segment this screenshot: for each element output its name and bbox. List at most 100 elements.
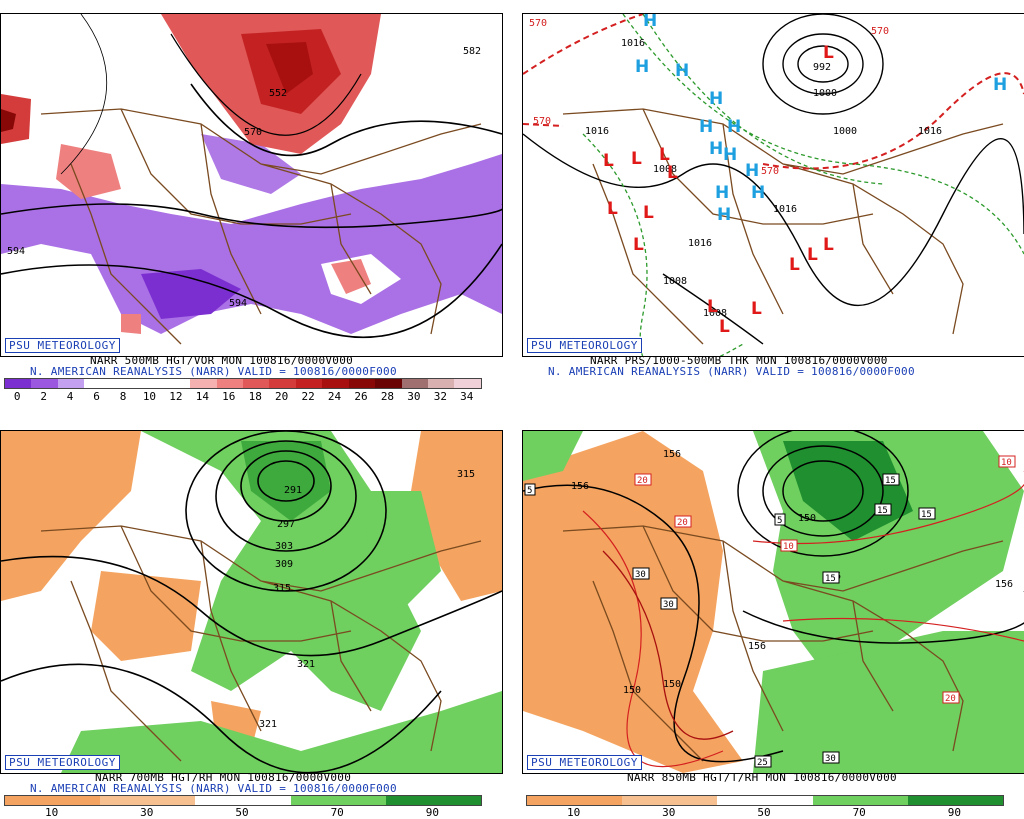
temp-label-box <box>632 567 650 580</box>
scale-swatch <box>216 379 243 388</box>
low-pressure-icon: L <box>719 317 730 337</box>
contour-label: 1016 <box>621 38 645 49</box>
contour-label: 150 <box>663 679 681 690</box>
panel-caption-valid: N. AMERICAN REANALYSIS (NARR) VALID = 10… <box>548 365 915 378</box>
contour-label: 150 <box>623 685 641 696</box>
contour-label: 1008 <box>653 164 677 175</box>
high-pressure-icon: H <box>699 117 713 137</box>
scale-swatch <box>190 379 217 388</box>
low-pressure-icon: L <box>633 235 644 255</box>
scale-label: 70 <box>330 806 344 819</box>
scale-label: 24 <box>327 390 342 403</box>
contour-label: 992 <box>813 62 831 73</box>
high-pressure-icon: H <box>751 183 765 203</box>
temp-label: 5 <box>527 486 532 496</box>
panel-500mb-vorticity: 552 570 582 594 594 PSU METEOROLOGY <box>0 13 503 357</box>
contour-label: 315 <box>273 583 291 594</box>
contour-label: 303 <box>275 541 293 552</box>
contour-label: 570 <box>529 18 547 29</box>
map-850mb: 156 156 150 156 156 150 150 156 52020303… <box>523 431 1024 773</box>
scale-label: 30 <box>662 806 676 819</box>
scale-label: 50 <box>235 806 249 819</box>
contour-label: 570 <box>871 26 889 37</box>
scale-label: 30 <box>140 806 154 819</box>
high-pressure-icon: H <box>717 205 731 225</box>
scale-label: 30 <box>407 390 421 403</box>
temp-label: 30 <box>825 754 836 764</box>
rh-scale-labels: 10 30 50 70 90 <box>526 806 1002 819</box>
map-500mb: 552 570 582 594 594 <box>1 14 502 345</box>
scale-label: 16 <box>222 390 236 403</box>
temp-label-box <box>998 455 1016 468</box>
scale-label: 70 <box>852 806 866 819</box>
scale-label: 28 <box>380 390 395 403</box>
contour-label: 321 <box>259 719 277 730</box>
high-pressure-icon: H <box>675 61 689 81</box>
scale-swatch <box>622 796 718 805</box>
high-pressure-icon: H <box>745 161 759 181</box>
low-pressure-icon: L <box>659 145 670 165</box>
contour-label: 1016 <box>688 238 712 249</box>
rh-color-scale <box>4 795 482 806</box>
low-pressure-icon: L <box>807 245 818 265</box>
contour-label: 297 <box>277 519 295 530</box>
scale-swatch <box>290 796 386 805</box>
scale-swatch <box>717 796 813 805</box>
scale-swatch <box>527 796 623 805</box>
low-pressure-icon: L <box>789 255 800 275</box>
high-pressure-icon: H <box>709 89 723 109</box>
map-pressure: 570 570 570 570 992 1000 1000 1008 1016 … <box>523 14 1024 356</box>
scale-label: 10 <box>566 806 581 819</box>
contour-label: 315 <box>457 469 475 480</box>
scale-label: 8 <box>119 390 127 403</box>
scale-label: 14 <box>195 390 209 403</box>
scale-swatch <box>242 379 270 388</box>
temp-label: 20 <box>945 694 956 704</box>
rh-scale-labels: 10 30 50 70 90 <box>4 806 480 819</box>
psu-badge: PSU METEOROLOGY <box>527 755 642 770</box>
contour-label: 156 <box>571 481 589 492</box>
high-pressure-icon: H <box>727 117 741 137</box>
temp-label: 20 <box>677 518 688 528</box>
scale-label: 20 <box>275 390 289 403</box>
vorticity-color-scale <box>4 378 482 389</box>
high-pressure-icon: H <box>643 14 657 31</box>
scale-swatch <box>100 796 196 805</box>
contour-label: 594 <box>229 298 247 309</box>
scale-label: 34 <box>460 390 474 403</box>
contour-label: 570 <box>244 127 262 138</box>
scale-swatch <box>907 796 1004 805</box>
contour-label: 321 <box>297 659 315 670</box>
temp-label-box <box>754 755 772 768</box>
scale-swatch <box>428 379 455 388</box>
contour-label: 594 <box>7 246 25 257</box>
temp-label: 15 <box>825 574 836 584</box>
temp-label: 5 <box>777 516 782 526</box>
scale-swatch <box>385 796 482 805</box>
temp-label: 30 <box>663 600 674 610</box>
contour-label: 1008 <box>703 308 727 319</box>
temp-label-box <box>780 539 798 552</box>
psu-badge: PSU METEOROLOGY <box>5 755 120 770</box>
scale-swatch <box>322 379 349 388</box>
high-pressure-icon: H <box>709 139 723 159</box>
temp-label: 15 <box>877 506 888 516</box>
low-pressure-icon: L <box>823 43 834 63</box>
scale-swatch <box>5 796 101 805</box>
scale-swatch <box>269 379 296 388</box>
scale-swatch <box>375 379 402 388</box>
scale-swatch <box>137 379 164 388</box>
scale-label: 12 <box>169 390 183 403</box>
contour-label: 570 <box>761 166 779 177</box>
temp-label-box <box>634 473 652 486</box>
scale-label: 50 <box>757 806 771 819</box>
temp-label-box <box>524 483 536 496</box>
scale-label: 6 <box>93 390 100 403</box>
scale-label: 90 <box>947 806 962 819</box>
scale-swatch <box>295 379 323 388</box>
low-pressure-icon: L <box>667 163 678 183</box>
temp-label-box <box>874 503 892 516</box>
contour-label: 1016 <box>918 126 942 137</box>
scale-swatch <box>84 379 111 388</box>
temp-label: 30 <box>635 570 646 580</box>
